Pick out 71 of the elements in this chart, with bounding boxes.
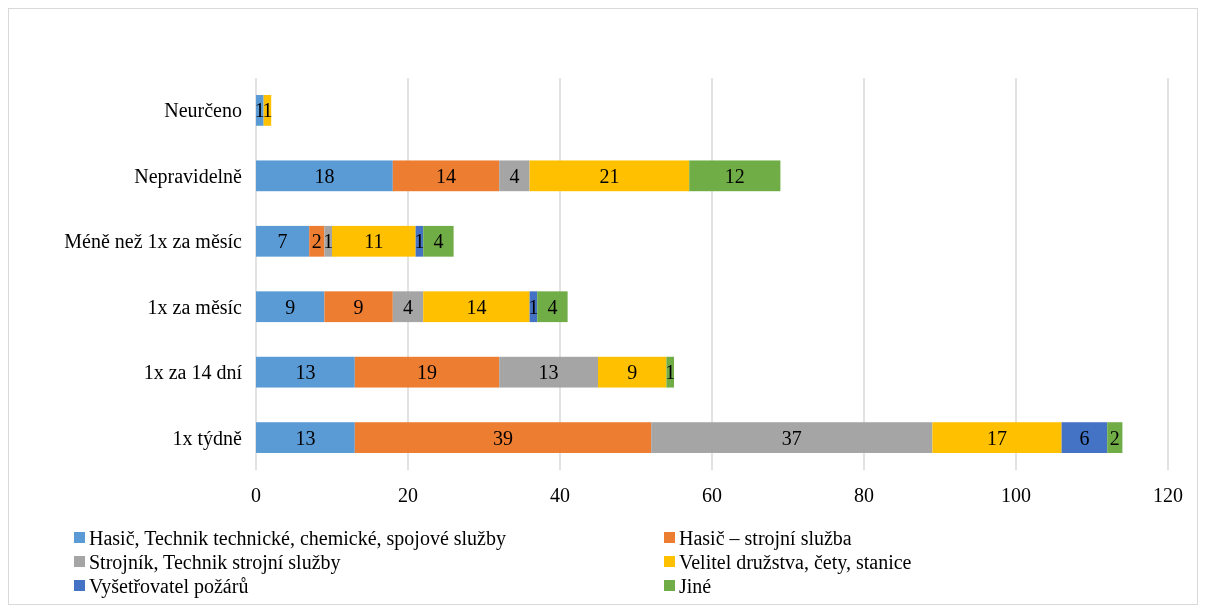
- legend-label: Hasič, Technik technické, chemické, spojové služby: [89, 527, 506, 550]
- bar: [423, 291, 530, 323]
- bar: [256, 291, 325, 323]
- bar: [256, 422, 355, 453]
- data-label: 13: [538, 361, 559, 384]
- bar: [354, 356, 500, 388]
- data-label: 1: [323, 230, 334, 253]
- data-label: 13: [295, 426, 316, 449]
- data-label: 7: [277, 230, 288, 253]
- x-tick-label: 20: [398, 484, 418, 506]
- legend-label: Velitel družstva, čety, stanice: [679, 551, 912, 574]
- data-label: 18: [314, 164, 335, 187]
- data-label: 13: [295, 361, 316, 384]
- bar: [423, 225, 454, 257]
- bar: [256, 160, 393, 192]
- data-label: 12: [724, 164, 745, 187]
- data-label: 6: [1079, 426, 1090, 449]
- bar: [392, 160, 500, 192]
- x-tick-label: 100: [1001, 484, 1031, 506]
- data-label: 1: [414, 230, 425, 253]
- y-tick-label: Nepravidelně: [134, 164, 243, 188]
- data-label: 1: [262, 99, 273, 122]
- bar: [1061, 422, 1108, 453]
- data-label: 9: [627, 361, 638, 384]
- bar: [598, 356, 667, 388]
- data-label: 4: [403, 295, 413, 318]
- legend-label: Strojník, Technik strojní služby: [89, 551, 341, 574]
- bar: [651, 422, 933, 453]
- data-label: 1: [665, 361, 676, 384]
- bar: [529, 160, 690, 192]
- y-tick-label: 1x týdně: [172, 426, 243, 450]
- data-label: 39: [493, 426, 513, 449]
- bar: [932, 422, 1062, 453]
- y-tick-label: 1x za 14 dní: [143, 361, 243, 384]
- legend-label: Vyšetřovatel požárů: [89, 575, 249, 598]
- data-label: 1: [528, 295, 539, 318]
- data-label: 37: [781, 426, 802, 449]
- legend-label: Hasič – strojní služba: [679, 527, 852, 550]
- data-label: 2: [1109, 426, 1120, 449]
- data-label: 4: [433, 230, 444, 253]
- bar: [256, 225, 310, 257]
- bar: [689, 160, 781, 192]
- data-label: 17: [987, 426, 1007, 449]
- data-label: 9: [285, 295, 296, 318]
- legend-label: Jiné: [679, 575, 712, 597]
- x-tick-label: 0: [251, 484, 261, 506]
- x-tick-label: 80: [854, 484, 874, 506]
- data-label: 14: [466, 295, 487, 318]
- y-tick-label: 1x za měsíc: [147, 295, 243, 318]
- data-label: 11: [364, 230, 384, 253]
- bar: [499, 160, 530, 192]
- data-label: 4: [509, 164, 520, 187]
- bar: [332, 225, 416, 257]
- bar: [537, 291, 568, 323]
- data-label: 14: [436, 164, 456, 187]
- y-tick-label: Neurčeno: [164, 99, 242, 122]
- data-label: 21: [599, 164, 620, 187]
- y-tick-label: Méně než 1x za měsíc: [64, 230, 243, 253]
- data-label: 2: [311, 230, 322, 253]
- bar: [256, 356, 355, 388]
- data-label: 4: [547, 295, 558, 318]
- x-tick-label: 40: [550, 484, 570, 506]
- bar: [354, 422, 652, 453]
- x-tick-label: 120: [1153, 484, 1183, 506]
- bar: [324, 291, 393, 323]
- data-label: 19: [417, 361, 437, 384]
- x-tick-label: 60: [702, 484, 722, 506]
- data-label: 1: [254, 99, 265, 122]
- bar: [499, 356, 598, 388]
- bar: [392, 291, 424, 323]
- data-label: 9: [353, 295, 364, 318]
